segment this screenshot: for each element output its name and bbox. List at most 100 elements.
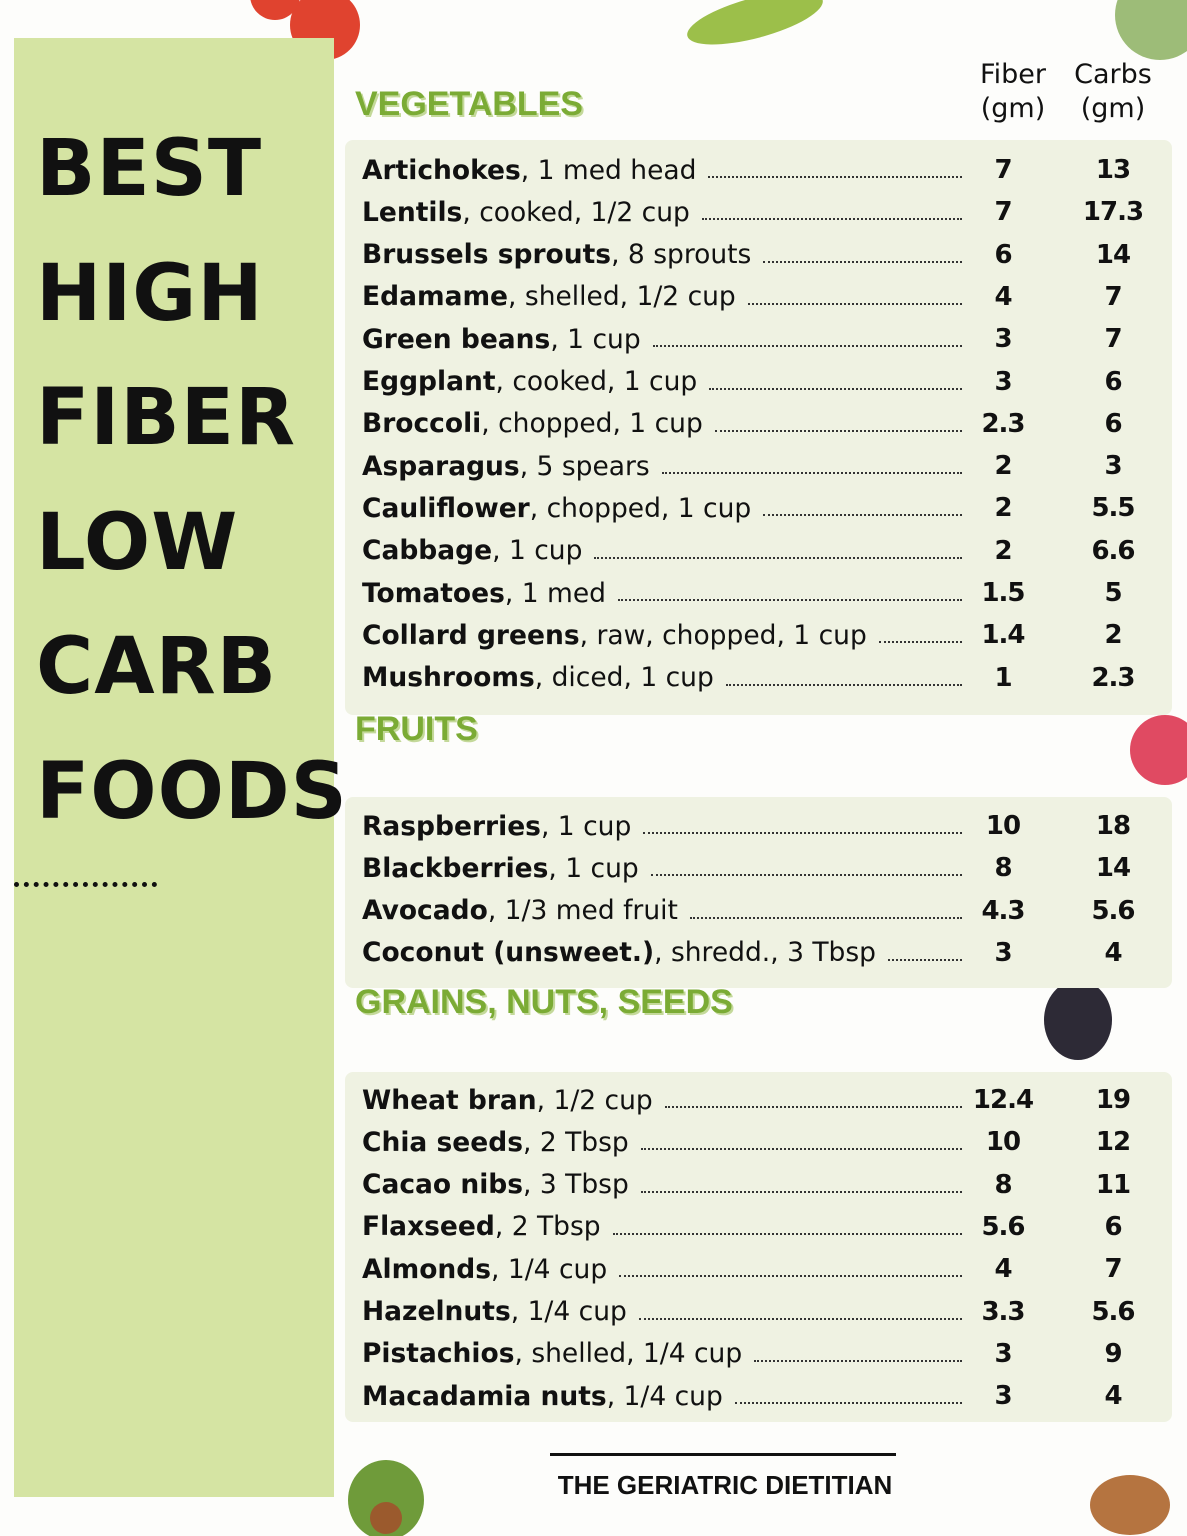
fiber-value: 1 (994, 662, 1012, 693)
footer: THE GERIATRIC DIETITIAN (557, 1470, 893, 1500)
food-name: Coconut (unsweet.) (362, 937, 655, 969)
fiber-value: 3 (994, 366, 1012, 397)
carbs-value: 13 (1095, 155, 1131, 185)
food-name: Cabbage (362, 535, 493, 567)
food-name: Brussels sprouts (362, 239, 612, 271)
section-title: GRAINS, NUTS, SEEDS (355, 983, 733, 1021)
raspberry (1130, 715, 1187, 785)
food-name: Macadamia nuts (362, 1380, 607, 1412)
carbs-value: 6.6 (1091, 535, 1135, 566)
food-name: Cauliflower (362, 492, 530, 524)
carbs-value: 7 (1104, 324, 1122, 355)
fiber-value: 2 (994, 493, 1012, 524)
section-box (345, 797, 1172, 988)
food-row: Green beans, 1 cup 3 7 (362, 319, 1162, 359)
carbs-value: 5.6 (1091, 895, 1135, 926)
carbs-value: 11 (1095, 1169, 1131, 1200)
title-line: BEST (36, 124, 263, 214)
food-row: Cabbage, 1 cup 2 6.6 (362, 531, 1162, 571)
food-row: Collard greens, raw, chopped, 1 cup 1.4 2 (362, 615, 1162, 655)
food-row: Mushrooms, diced, 1 cup 1 2.3 (362, 658, 1162, 698)
leader (664, 1106, 962, 1108)
carbs-value: 3 (1104, 451, 1122, 482)
food-name: Lentils (362, 196, 463, 228)
carbs-value: 5.5 (1091, 493, 1135, 524)
section-box (345, 140, 1172, 715)
carbs-value: 6 (1104, 366, 1122, 397)
carbs-value: 4 (1104, 937, 1122, 968)
food-row: Macadamia nuts, 1/4 cup 3 4 (362, 1376, 1162, 1416)
leader (763, 260, 962, 263)
cabbage (1115, 0, 1187, 60)
food-name: Eggplant (362, 366, 496, 397)
leader (878, 641, 962, 644)
carbs-value: 5 (1104, 578, 1122, 608)
food-row: Pistachios, shelled, 1/4 cup 3 9 (362, 1334, 1162, 1374)
food-detail: , 1 cup (550, 323, 641, 355)
carbs-value: 12 (1095, 1127, 1131, 1158)
food-detail: , chopped, 1 cup (481, 408, 703, 440)
food-detail: , 1/4 cup (606, 1380, 723, 1412)
leader (754, 1359, 962, 1362)
food-name: Green beans (362, 323, 551, 355)
leader (612, 1232, 962, 1235)
food-detail: , 1 med head (520, 154, 697, 186)
leader (714, 429, 962, 432)
food-name: Cacao nibs (362, 1169, 524, 1201)
leader (640, 1148, 962, 1151)
leader (619, 1275, 962, 1278)
avocado-pit (370, 1502, 402, 1534)
food-name: Broccoli (362, 408, 482, 440)
food-row: Artichokes, 1 med head 7 13 (362, 150, 1162, 190)
food-name: Edamame (362, 281, 509, 313)
food-name: Blackberries (362, 852, 549, 884)
food-row: Coconut (unsweet.), shredd., 3 Tbsp 3 4 (362, 933, 1162, 973)
food-name: Raspberries (362, 810, 541, 842)
food-row: Asparagus, 5 spears 2 3 (362, 446, 1162, 486)
leader (689, 916, 962, 919)
food-detail: , shelled, 1/2 cup (508, 281, 736, 313)
food-row: Brussels sprouts, 8 sprouts 6 14 (362, 235, 1162, 275)
almonds (1090, 1475, 1170, 1535)
food-detail: , 8 sprouts (611, 239, 752, 271)
food-name: Wheat bran (362, 1084, 537, 1116)
fiber-value: 2 (994, 451, 1012, 482)
food-detail: , 1/2 cup (536, 1084, 653, 1116)
food-row: Tomatoes, 1 med 1.5 5 (362, 573, 1162, 613)
food-row: Lentils, cooked, 1/2 cup 7 17.3 (362, 192, 1162, 232)
column-unit: (gm) (980, 93, 1046, 124)
column-unit: (gm) (1080, 93, 1146, 124)
food-detail: , raw, chopped, 1 cup (579, 619, 867, 651)
leader (643, 832, 962, 834)
fiber-value: 3 (994, 1338, 1012, 1369)
leader (594, 556, 962, 559)
fiber-value: 12.4 (972, 1085, 1034, 1115)
fiber-value: 1.4 (981, 620, 1025, 651)
leader (725, 683, 962, 686)
food-name: Tomatoes (362, 577, 505, 609)
carbs-value: 7 (1104, 1254, 1122, 1285)
fiber-value: 6 (994, 239, 1012, 270)
fiber-value: 3.3 (981, 1296, 1025, 1327)
dotted-rule (14, 882, 157, 887)
footer-rule (550, 1453, 896, 1456)
title-line: LOW (36, 497, 239, 588)
section-title: VEGETABLES (355, 85, 583, 123)
fiber-value: 5.6 (981, 1211, 1025, 1242)
title-line: FOODS (36, 746, 348, 837)
food-name: Avocado (362, 895, 488, 927)
food-name: Almonds (362, 1253, 492, 1285)
leader (888, 958, 962, 961)
food-row: Broccoli, chopped, 1 cup 2.3 6 (362, 404, 1162, 444)
food-row: Cauliflower, chopped, 1 cup 2 5.5 (362, 488, 1162, 528)
fiber-value: 8 (994, 1169, 1012, 1200)
column-header: Carbs (gm) (1058, 58, 1168, 126)
fiber-value: 3 (994, 937, 1012, 968)
title-line: FIBER (36, 373, 297, 463)
section-title: FRUITS (355, 710, 478, 748)
food-detail: , 3 Tbsp (523, 1169, 629, 1201)
fiber-value: 4 (994, 1254, 1012, 1285)
carbs-value: 14 (1095, 853, 1131, 884)
food-row: Hazelnuts, 1/4 cup 3.3 5.6 (362, 1292, 1162, 1332)
carbs-value: 2.3 (1091, 662, 1135, 693)
